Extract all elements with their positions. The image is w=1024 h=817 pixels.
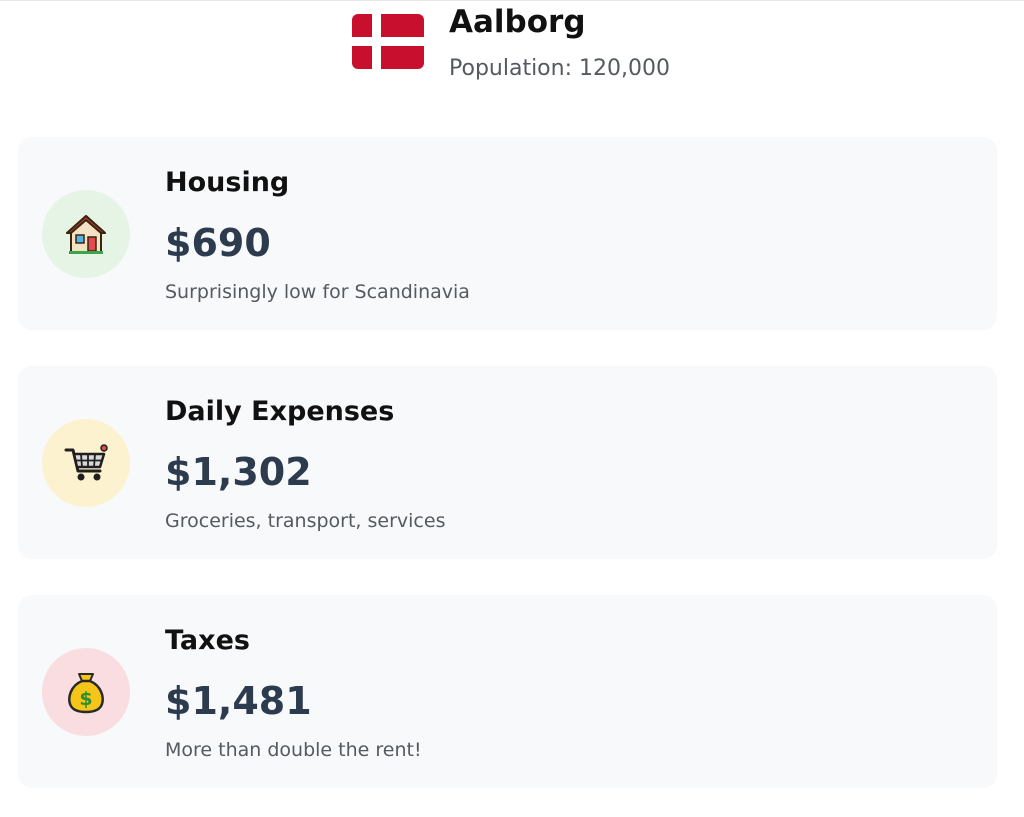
- card-amount: $1,302: [165, 450, 312, 494]
- svg-text:$: $: [79, 688, 92, 710]
- card-title: Daily Expenses: [165, 396, 395, 427]
- card-description: Groceries, transport, services: [165, 510, 446, 532]
- daily-expenses-card: Daily Expenses $1,302 Groceries, transpo…: [18, 366, 997, 559]
- card-amount: $690: [165, 221, 271, 265]
- city-header: Aalborg Population: 120,000: [352, 4, 752, 84]
- money-bag-icon: $: [68, 673, 104, 714]
- card-title: Taxes: [165, 625, 250, 656]
- card-amount: $1,481: [165, 679, 312, 723]
- shopping-cart-icon: [64, 444, 108, 481]
- top-divider: [0, 0, 1024, 1]
- taxes-icon-circle: $: [42, 648, 130, 736]
- house-icon: [66, 215, 106, 254]
- denmark-flag-icon: [352, 14, 424, 69]
- city-name: Aalborg: [449, 4, 586, 40]
- card-description: More than double the rent!: [165, 739, 422, 761]
- housing-card: Housing $690 Surprisingly low for Scandi…: [18, 137, 997, 330]
- taxes-card: $ Taxes $1,481 More than double the rent…: [18, 595, 997, 788]
- housing-icon-circle: [42, 190, 130, 278]
- daily-expenses-icon-circle: [42, 419, 130, 507]
- card-description: Surprisingly low for Scandinavia: [165, 281, 470, 303]
- card-title: Housing: [165, 167, 290, 198]
- city-population: Population: 120,000: [449, 56, 670, 81]
